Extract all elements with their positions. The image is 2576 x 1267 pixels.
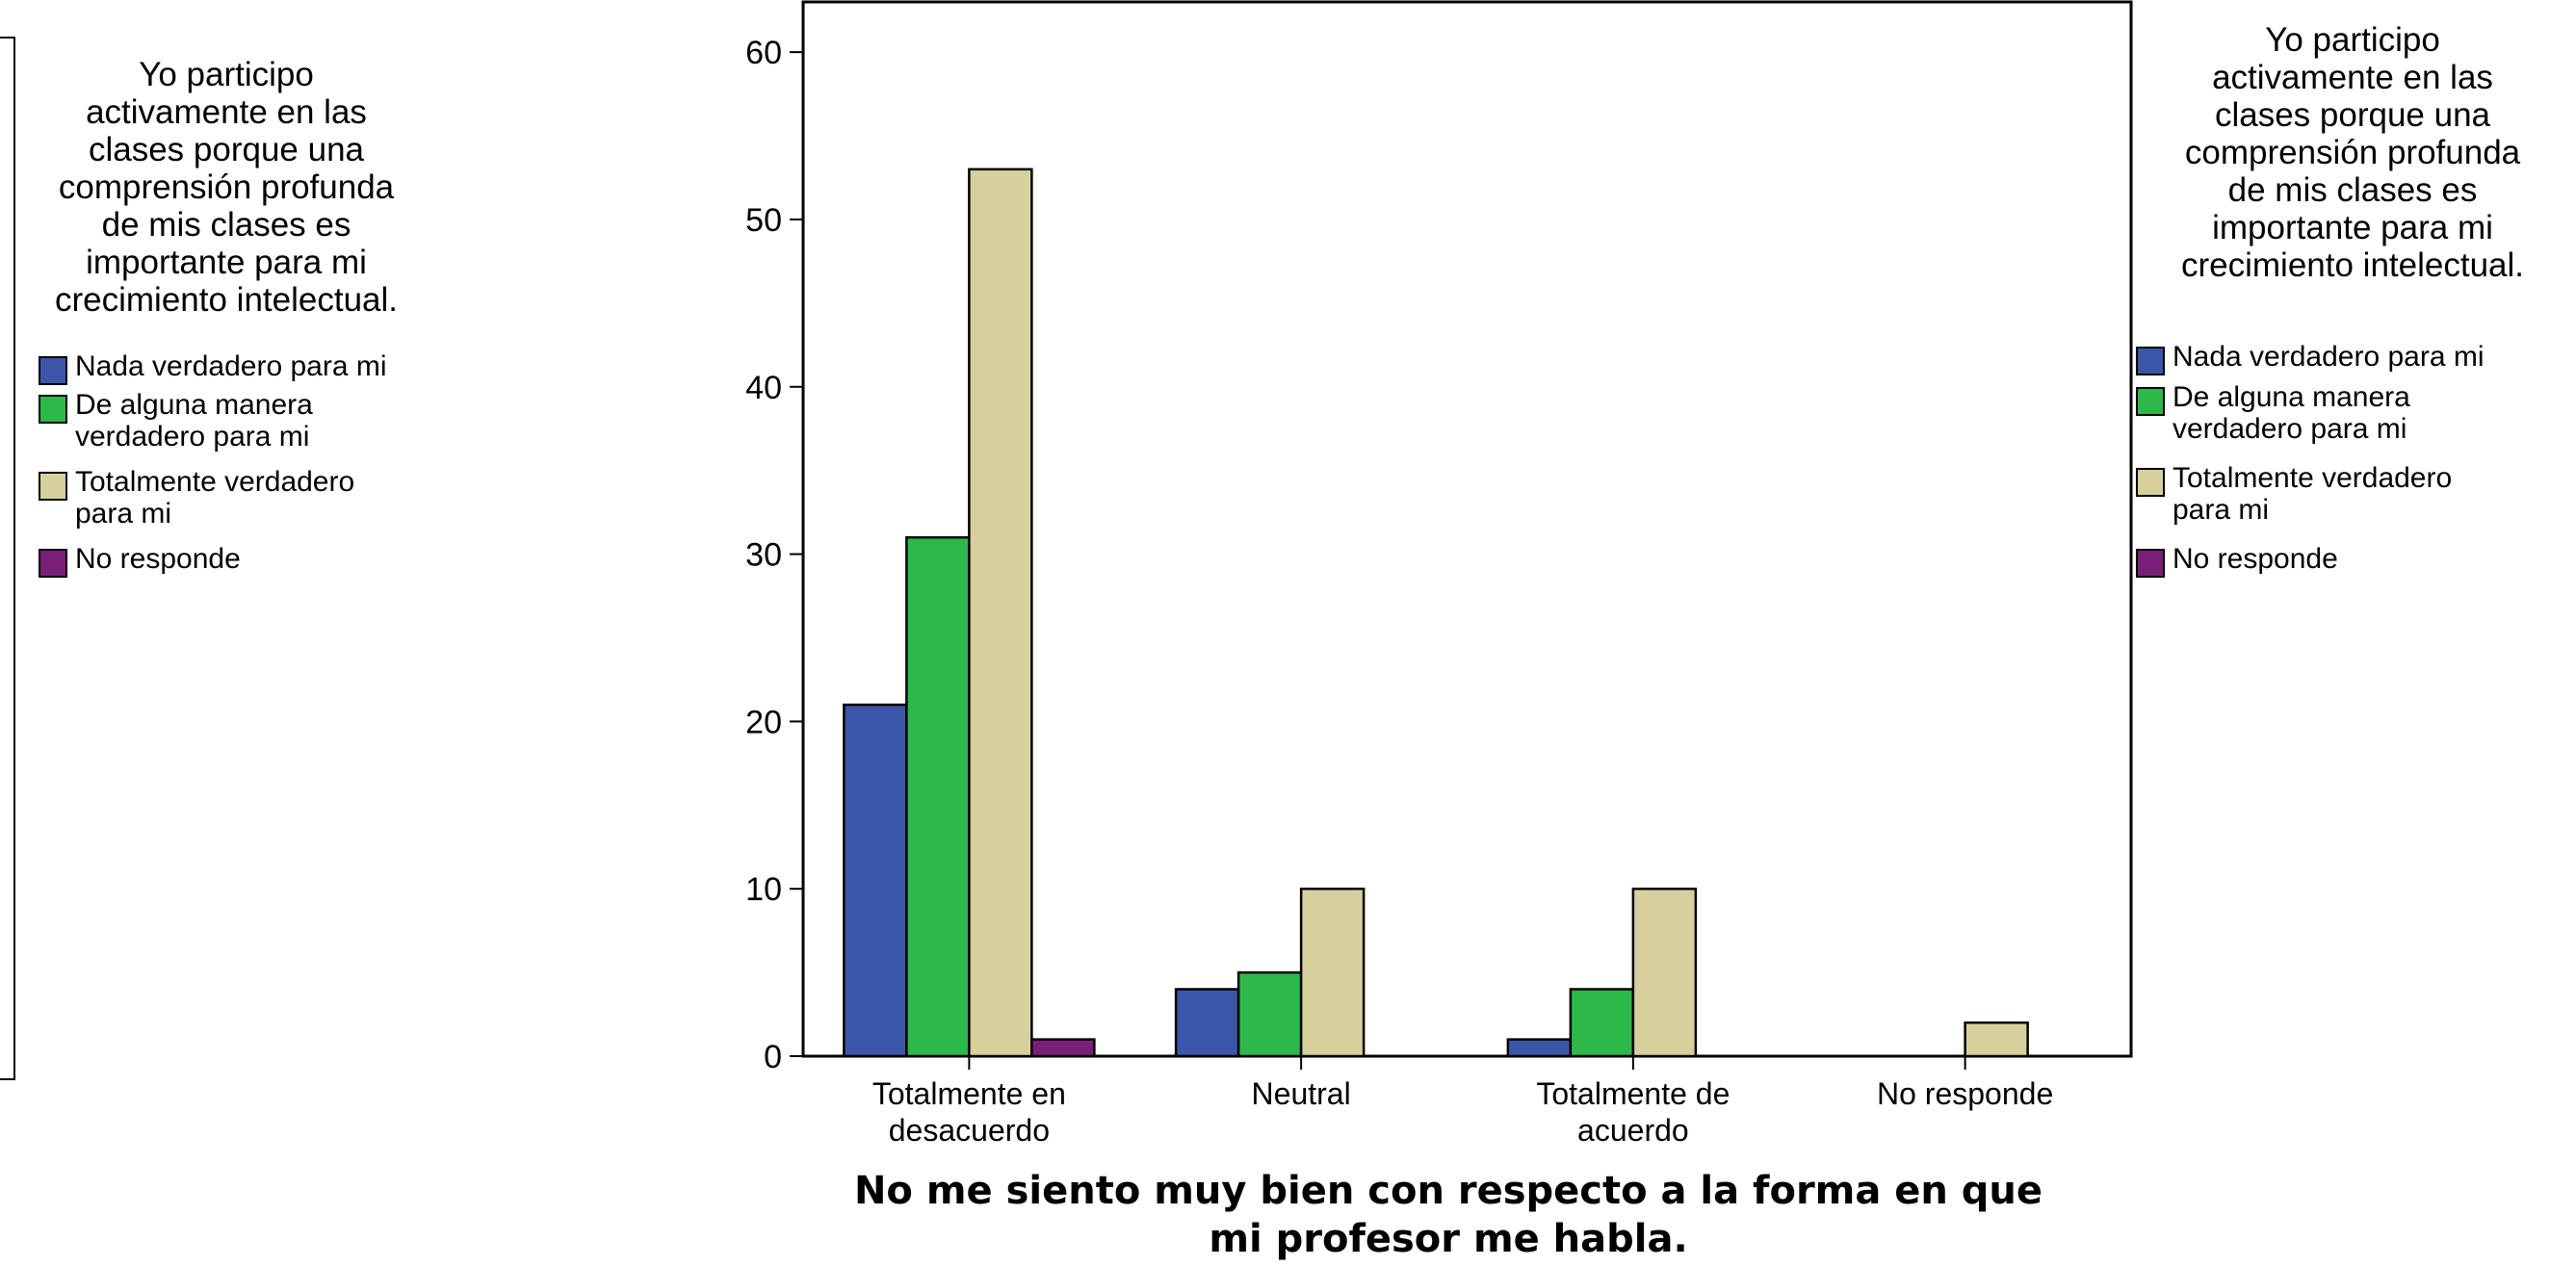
legend-swatch [2136, 387, 2165, 416]
legend-swatch [2136, 347, 2165, 375]
legend-item: No responde [2136, 543, 2338, 578]
legend-title: Yo participo activamente en las clases p… [2181, 21, 2524, 284]
left-legend-frame [0, 37, 15, 1080]
bar [1299, 887, 1366, 1058]
legend-swatch [39, 472, 67, 501]
bar [968, 168, 1033, 1058]
bar [1506, 1038, 1573, 1058]
bar [1631, 887, 1698, 1058]
bar [1174, 988, 1240, 1058]
legend-item: De alguna manera verdadero para mi [2136, 381, 2410, 445]
legend-item: No responde [39, 543, 241, 578]
y-tick-label: 10 [745, 871, 782, 908]
y-tick-label: 40 [745, 370, 782, 406]
legend-title: Yo participo activamente en las clases p… [55, 56, 398, 319]
y-tick-label: 20 [745, 704, 782, 740]
legend-right: Yo participo activamente en las clases p… [2136, 21, 2569, 578]
legend-item: De alguna manera verdadero para mi [39, 389, 313, 452]
y-tick-label: 0 [764, 1039, 782, 1075]
y-tick-label: 50 [745, 202, 782, 239]
bar [1569, 988, 1635, 1058]
bar [905, 535, 971, 1058]
legend-label: Totalmente verdadero para mi [75, 466, 355, 530]
x-tick-label: Totalmente de acuerdo [1536, 1076, 1730, 1148]
legend-label: De alguna manera verdadero para mi [75, 389, 313, 452]
legend-swatch [39, 395, 67, 424]
bar [843, 703, 908, 1058]
legend-swatch [2136, 468, 2165, 497]
legend-item: Totalmente verdadero para mi [39, 466, 354, 530]
legend-label: No responde [2173, 543, 2338, 575]
legend-item: Totalmente verdadero para mi [2136, 462, 2452, 526]
x-tick-label: Totalmente en desacuerdo [872, 1076, 1066, 1148]
legend-label: De alguna manera verdadero para mi [2173, 381, 2410, 445]
y-tick-label: 60 [745, 35, 782, 71]
x-tick-label: No responde [1877, 1076, 2053, 1111]
bar [1236, 970, 1303, 1058]
bar [1030, 1038, 1096, 1058]
legend-item: Nada verdadero para mi [2136, 341, 2485, 375]
x-tick-label: Neutral [1252, 1076, 1351, 1111]
legend-swatch [39, 549, 67, 578]
legend-label: Totalmente verdadero para mi [2173, 462, 2453, 526]
legend-swatch [39, 356, 67, 385]
x-axis-title: No me siento muy bien con respecto a la … [853, 1169, 2043, 1261]
bar [1964, 1021, 2029, 1058]
legend-label: Nada verdadero para mi [2173, 341, 2485, 373]
legend-left: Yo participo activamente en las clases p… [39, 56, 414, 578]
legend-item: Nada verdadero para mi [39, 350, 387, 385]
legend-swatch [2136, 549, 2165, 578]
y-tick-label: 30 [745, 537, 782, 574]
legend-label: Nada verdadero para mi [75, 350, 387, 382]
legend-label: No responde [75, 543, 241, 575]
